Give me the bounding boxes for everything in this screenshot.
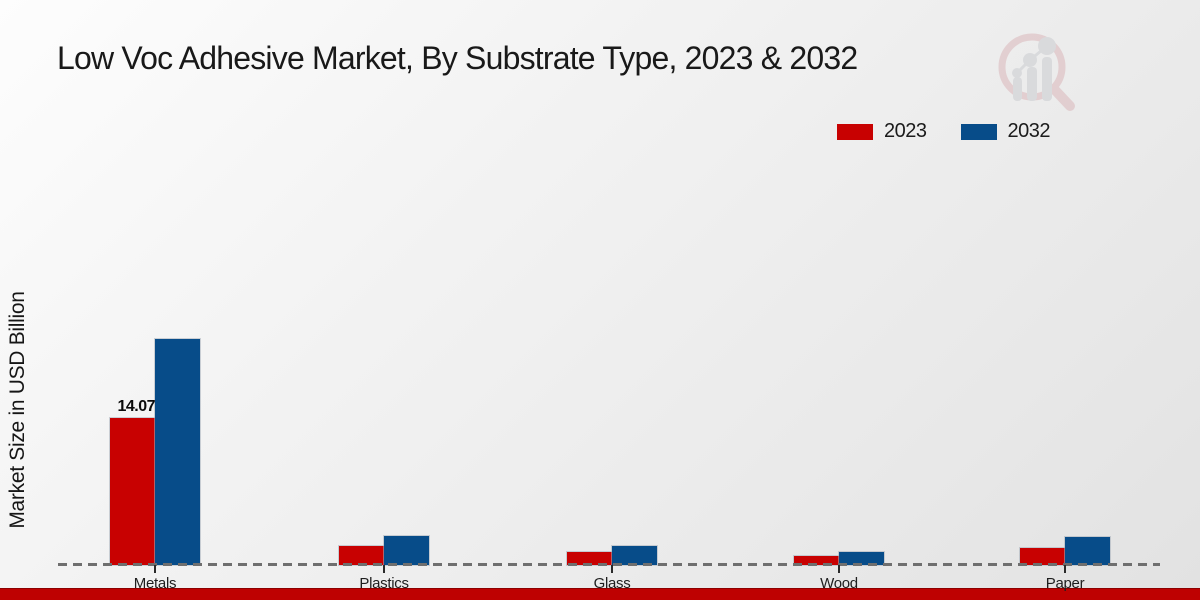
- x-axis-label-paper: Paper: [1045, 575, 1085, 592]
- legend-label-2032: 2032: [1007, 120, 1051, 142]
- bar-2023-plastics: [338, 544, 385, 567]
- magnifier-bar-chart-logo-icon: [998, 33, 1075, 111]
- x-axis-tick-paper: [1064, 565, 1066, 573]
- bar-2023-wood: [793, 555, 840, 566]
- bar-value-label: 14.07: [117, 397, 155, 415]
- x-axis-label-wood: Wood: [820, 575, 858, 592]
- x-axis-tick-glass: [611, 565, 613, 573]
- x-axis-label-plastics: Plastics: [359, 575, 409, 592]
- bar-2032-paper: [1064, 536, 1111, 566]
- legend-label-2023: 2023: [884, 120, 927, 142]
- bar-2032-metals: [154, 338, 201, 566]
- x-axis-tick-metals: [154, 565, 156, 573]
- x-axis-label-metals: Metals: [133, 575, 177, 592]
- x-axis-tick-wood: [838, 565, 840, 573]
- legend-item-2032: 2032: [960, 120, 1051, 143]
- bar-2032-plastics: [383, 534, 430, 566]
- bar-2032-glass: [611, 545, 658, 566]
- bar-2023-glass: [566, 551, 613, 566]
- x-axis-label-glass: Glass: [593, 575, 631, 592]
- bar-2023-metals: [109, 416, 156, 566]
- bar-2023-paper: [1019, 546, 1066, 566]
- bar-2032-wood: [838, 551, 885, 566]
- zero-baseline-dashed: [58, 563, 1160, 566]
- legend-swatch-2032: [960, 123, 997, 140]
- legend-swatch-2023: [837, 123, 873, 140]
- legend: 2023 2032: [837, 120, 1050, 143]
- chart-title: Low Voc Adhesive Market, By Substrate Ty…: [57, 40, 858, 76]
- footer-accent-strip: [0, 588, 1200, 600]
- legend-item-2023: 2023: [837, 120, 927, 143]
- x-axis-tick-plastics: [383, 565, 385, 573]
